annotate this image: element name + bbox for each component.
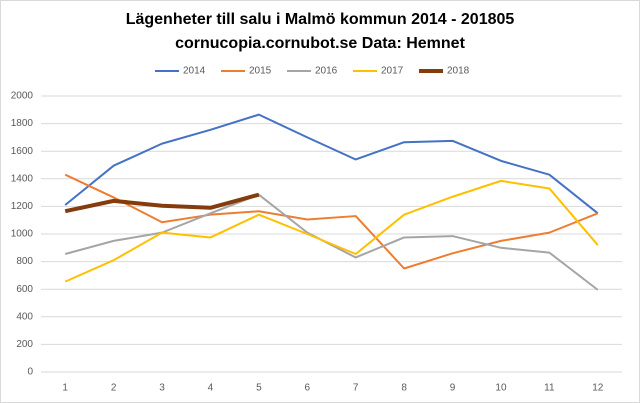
x-tick-label: 5 bbox=[256, 383, 262, 394]
x-tick-label: 6 bbox=[305, 383, 311, 394]
y-tick-label: 2000 bbox=[11, 91, 34, 102]
x-tick-label: 8 bbox=[401, 383, 407, 394]
series-line bbox=[64, 173, 599, 270]
y-tick-label: 1200 bbox=[11, 201, 34, 212]
series-line bbox=[64, 179, 599, 283]
x-tick-label: 12 bbox=[592, 383, 604, 394]
x-tick-label: 11 bbox=[544, 383, 555, 394]
chart-title: Lägenheter till salu i Malmö kommun 2014… bbox=[126, 11, 515, 28]
y-tick-label: 600 bbox=[16, 284, 33, 295]
x-tick-label: 2 bbox=[111, 383, 117, 394]
x-tick-label: 9 bbox=[450, 383, 456, 394]
y-tick-label: 1400 bbox=[11, 173, 34, 184]
series-line bbox=[64, 192, 260, 214]
y-tick-label: 1000 bbox=[11, 229, 34, 240]
legend-label: 2016 bbox=[315, 66, 338, 77]
x-tick-label: 4 bbox=[208, 383, 214, 394]
y-tick-label: 0 bbox=[27, 367, 33, 378]
x-tick-label: 1 bbox=[62, 383, 68, 394]
y-tick-label: 1800 bbox=[11, 118, 34, 129]
y-tick-label: 400 bbox=[16, 311, 33, 322]
legend-label: 2014 bbox=[183, 66, 206, 77]
x-tick-label: 7 bbox=[353, 383, 359, 394]
legend-label: 2015 bbox=[249, 66, 272, 77]
y-tick-label: 800 bbox=[16, 256, 33, 267]
chart-subtitle: cornucopia.cornubot.se Data: Hemnet bbox=[175, 35, 465, 52]
x-tick-label: 3 bbox=[159, 383, 165, 394]
y-tick-label: 1600 bbox=[11, 146, 34, 157]
series-line bbox=[64, 113, 599, 215]
legend-label: 2017 bbox=[381, 66, 404, 77]
legend-label: 2018 bbox=[447, 66, 470, 77]
x-tick-label: 10 bbox=[495, 383, 507, 394]
y-tick-label: 200 bbox=[16, 339, 33, 350]
